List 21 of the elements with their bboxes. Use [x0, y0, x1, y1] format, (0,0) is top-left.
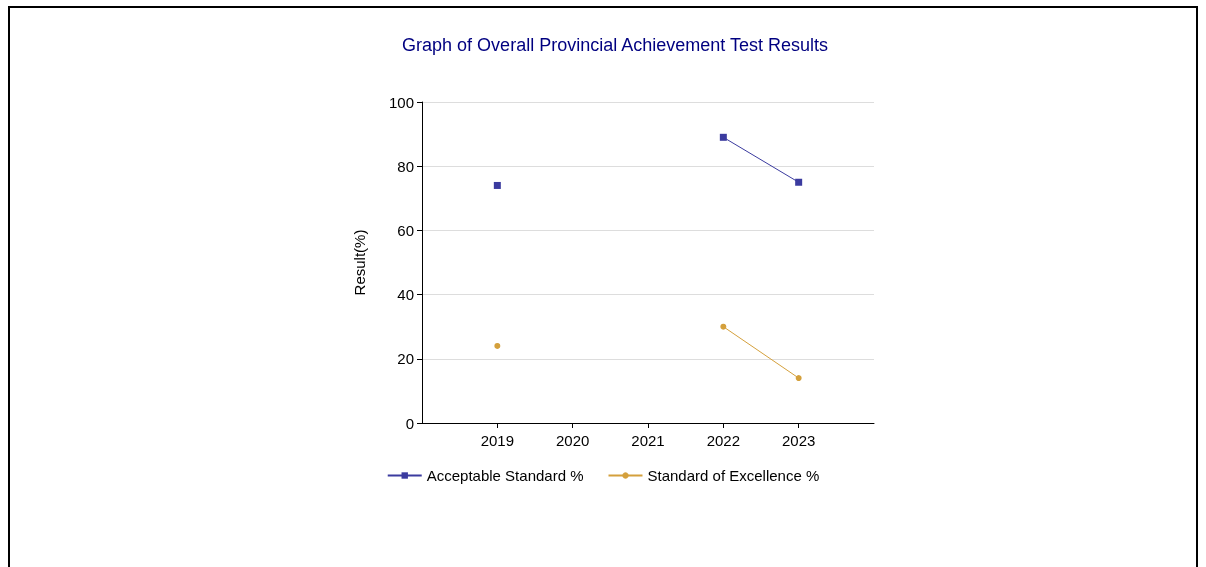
x-tick-label: 2022 [706, 432, 741, 449]
y-tick-label: 0 [405, 414, 414, 432]
point [795, 178, 803, 186]
point [720, 323, 727, 330]
point [493, 181, 501, 189]
point [494, 342, 501, 349]
legend-label: Acceptable Standard % [426, 467, 584, 484]
y-tick-label: 80 [397, 157, 414, 175]
x-tick-label: 2019 [480, 432, 515, 449]
y-tick-label: 60 [397, 221, 414, 239]
x-tick-label: 2023 [781, 432, 816, 449]
legend-label: Standard of Excellence % [647, 467, 820, 484]
y-tick-label: 100 [388, 93, 414, 111]
point [795, 375, 802, 382]
x-tick-label: 2021 [631, 432, 665, 449]
y-axis-title: Result(%) [351, 229, 368, 296]
y-tick-label: 20 [397, 350, 414, 368]
chart-title: Graph of Overall Provincial Achievement Test Results [402, 35, 828, 55]
point [719, 133, 727, 141]
y-tick-label: 40 [397, 286, 414, 304]
x-tick-label: 2020 [555, 432, 590, 449]
